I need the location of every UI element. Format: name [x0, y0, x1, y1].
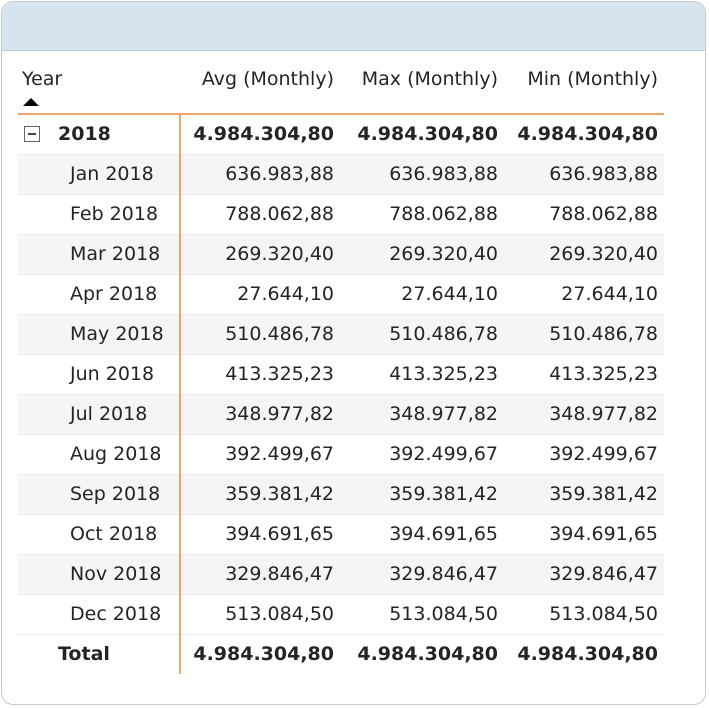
cell-max: 513.084,50: [389, 603, 498, 625]
cell-min: 394.691,65: [549, 523, 658, 545]
row-label: May 2018: [70, 323, 164, 345]
cell-max: 27.644,10: [401, 283, 498, 305]
matrix-table: Year Avg (Monthly) Max (Monthly) Min (Mo…: [18, 54, 664, 675]
table-row[interactable]: Jul 2018 348.977,82 348.977,82 348.977,82: [18, 395, 664, 435]
cell-max: 4.984.304,80: [357, 643, 498, 665]
row-label: Jan 2018: [70, 163, 154, 185]
cell-avg: 392.499,67: [225, 443, 334, 465]
column-header-max[interactable]: Max (Monthly): [361, 68, 498, 90]
row-label: 2018: [58, 123, 111, 145]
cell-avg: 510.486,78: [225, 323, 334, 345]
collapse-icon[interactable]: [24, 126, 40, 142]
row-shading: [18, 555, 664, 594]
cell-min: 413.325,23: [549, 363, 658, 385]
cell-min: 513.084,50: [549, 603, 658, 625]
cell-min: 636.983,88: [549, 163, 658, 185]
cell-max: 359.381,42: [389, 483, 498, 505]
table-row[interactable]: Feb 2018 788.062,88 788.062,88 788.062,88: [18, 195, 664, 235]
cell-avg: 394.691,65: [225, 523, 334, 545]
cell-avg: 348.977,82: [225, 403, 334, 425]
total-row: Total 4.984.304,80 4.984.304,80 4.984.30…: [18, 635, 664, 675]
cell-max: 348.977,82: [389, 403, 498, 425]
row-shading: [18, 315, 664, 354]
table-row[interactable]: Jun 2018 413.325,23 413.325,23 413.325,23: [18, 355, 664, 395]
cell-max: 510.486,78: [389, 323, 498, 345]
month-rows: Jan 2018 636.983,88 636.983,88 636.983,88 Fe…: [18, 155, 664, 635]
sort-ascending-icon[interactable]: [23, 98, 39, 106]
cell-avg: 788.062,88: [225, 203, 334, 225]
table-row[interactable]: Jan 2018 636.983,88 636.983,88 636.983,88: [18, 155, 664, 195]
cell-max: 392.499,67: [389, 443, 498, 465]
cell-min: 4.984.304,80: [517, 643, 658, 665]
cell-avg: 329.846,47: [225, 563, 334, 585]
table-row[interactable]: Dec 2018 513.084,50 513.084,50 513.084,50: [18, 595, 664, 635]
row-label: Mar 2018: [70, 243, 161, 265]
cell-avg: 4.984.304,80: [193, 123, 334, 145]
row-shading: [18, 235, 664, 274]
cell-min: 510.486,78: [549, 323, 658, 345]
row-label: Jun 2018: [70, 363, 155, 385]
table-row[interactable]: Mar 2018 269.320,40 269.320,40 269.320,40: [18, 235, 664, 275]
row-shading: [18, 395, 664, 434]
visual-header-bar: [2, 2, 705, 51]
column-header-min[interactable]: Min (Monthly): [527, 68, 658, 90]
cell-max: 4.984.304,80: [357, 123, 498, 145]
cell-min: 4.984.304,80: [517, 123, 658, 145]
cell-max: 413.325,23: [389, 363, 498, 385]
cell-max: 788.062,88: [389, 203, 498, 225]
table-row[interactable]: Apr 2018 27.644,10 27.644,10 27.644,10: [18, 275, 664, 315]
cell-avg: 269.320,40: [225, 243, 334, 265]
table-row[interactable]: Aug 2018 392.499,67 392.499,67 392.499,67: [18, 435, 664, 475]
row-label: Sep 2018: [70, 483, 161, 505]
cell-min: 359.381,42: [549, 483, 658, 505]
cell-avg: 359.381,42: [225, 483, 334, 505]
cell-avg: 27.644,10: [237, 283, 334, 305]
cell-max: 269.320,40: [389, 243, 498, 265]
cell-max: 329.846,47: [389, 563, 498, 585]
row-header-divider: [179, 115, 181, 674]
row-label: Dec 2018: [70, 603, 162, 625]
cell-avg: 4.984.304,80: [193, 643, 334, 665]
table-row[interactable]: May 2018 510.486,78 510.486,78 510.486,78: [18, 315, 664, 355]
cell-min: 269.320,40: [549, 243, 658, 265]
table-row[interactable]: Sep 2018 359.381,42 359.381,42 359.381,42: [18, 475, 664, 515]
table-row[interactable]: Nov 2018 329.846,47 329.846,47 329.846,47: [18, 555, 664, 595]
column-header-year[interactable]: Year: [22, 68, 63, 90]
row-label: Nov 2018: [70, 563, 162, 585]
group-row-2018[interactable]: 2018 4.984.304,80 4.984.304,80 4.984.304…: [18, 115, 664, 155]
cell-max: 394.691,65: [389, 523, 498, 545]
row-shading: [18, 475, 664, 514]
row-label: Jul 2018: [70, 403, 148, 425]
cell-avg: 636.983,88: [225, 163, 334, 185]
cell-min: 27.644,10: [561, 283, 658, 305]
row-label: Total: [58, 643, 110, 665]
row-shading: [18, 155, 664, 194]
row-label: Apr 2018: [70, 283, 158, 305]
cell-avg: 513.084,50: [225, 603, 334, 625]
column-header-row: Year Avg (Monthly) Max (Monthly) Min (Mo…: [18, 54, 664, 115]
cell-min: 392.499,67: [549, 443, 658, 465]
cell-min: 788.062,88: [549, 203, 658, 225]
column-header-avg[interactable]: Avg (Monthly): [201, 68, 334, 90]
row-label: Aug 2018: [70, 443, 162, 465]
cell-min: 329.846,47: [549, 563, 658, 585]
cell-avg: 413.325,23: [225, 363, 334, 385]
row-label: Oct 2018: [70, 523, 158, 545]
cell-min: 348.977,82: [549, 403, 658, 425]
row-label: Feb 2018: [70, 203, 159, 225]
cell-max: 636.983,88: [389, 163, 498, 185]
table-row[interactable]: Oct 2018 394.691,65 394.691,65 394.691,65: [18, 515, 664, 555]
